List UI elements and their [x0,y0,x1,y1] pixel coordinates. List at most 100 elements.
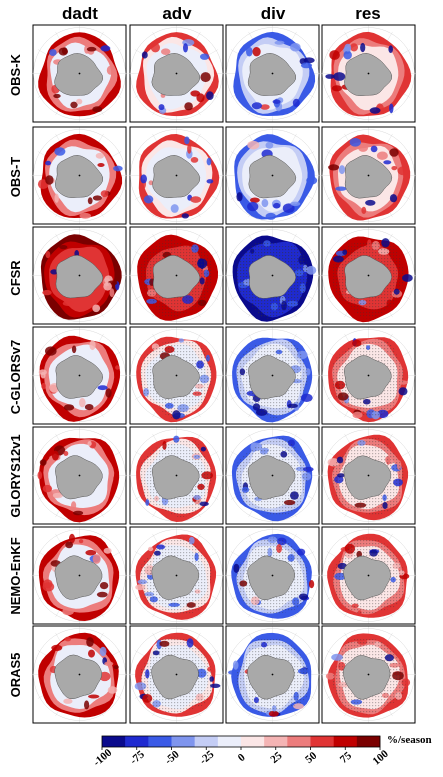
antarctica-landmass [152,355,200,399]
antarctica-landmass [247,555,295,601]
map-panel-obs-k-adv [128,24,225,123]
antarctica-landmass [54,53,104,96]
colorbar-segment [264,736,288,747]
antarctica-landmass [248,355,296,400]
south-pole-marker [78,574,81,577]
south-pole-marker [175,72,178,75]
colorbar-tick-label: -50 [163,748,182,767]
map-panel-glorys12v1-div [224,426,321,525]
colorbar-tick-label: 25 [268,749,285,766]
south-pole-marker [271,374,274,377]
antarctica-landmass [247,455,296,500]
antarctica-landmass [343,655,391,700]
map-panel-obs-t-res [320,126,417,225]
map-panel-cfsr-dadt [31,226,128,325]
map-panel-oras5-dadt [31,625,128,724]
colorbar-segment [148,736,172,747]
south-pole-marker [175,474,178,477]
colorbar-segment [125,736,149,747]
row-label-c-glorsv7: C-GLORSv7 [8,340,23,414]
colorbar-segment [333,736,358,747]
map-panel-glorys12v1-adv [128,426,225,525]
south-pole-marker [367,474,370,477]
south-pole-marker [367,673,370,676]
south-pole-marker [367,72,370,75]
panel-grid [31,24,417,724]
colorbar-segment [310,736,334,747]
antarctica-landmass [344,53,393,96]
column-title-dadt: dadt [62,4,98,23]
map-panel-obs-t-div [224,126,321,225]
map-panel-glorys12v1-dadt [31,426,128,525]
colorbar-segment [102,736,126,747]
map-panel-obs-k-dadt [31,24,128,123]
south-pole-marker [78,673,81,676]
map-panel-glorys12v1-res [320,426,417,525]
colorbar-segment [287,736,311,747]
antarctica-landmass [54,155,104,198]
antarctica-landmass [343,455,392,500]
south-pole-marker [367,274,370,277]
column-title-div: div [261,4,286,23]
colorbar-segment [194,736,219,747]
map-panel-obs-t-adv [128,126,225,225]
map-panel-nemo-enkf-res [320,526,417,625]
column-title-adv: adv [162,4,192,23]
colorbar-segment [171,736,195,747]
south-pole-marker [271,72,274,75]
map-panel-obs-k-div [224,24,321,123]
row-label-oras5: ORAS5 [8,653,23,698]
row-label-glorys12v1: GLORYS12v1 [8,434,23,517]
map-panel-oras5-adv [128,625,225,724]
colorbar-unit: %/season [387,734,432,746]
map-panel-c-glorsv7-dadt [31,326,128,425]
map-panel-oras5-div [224,625,321,724]
south-pole-marker [367,374,370,377]
colorbar-tick-label: -25 [197,748,216,767]
colorbar-tick-label: 0 [236,751,248,764]
antarctica-landmass [247,654,295,700]
antarctica-landmass [55,355,104,399]
antarctica-landmass [344,155,393,199]
map-panel-nemo-enkf-div [224,526,321,625]
antarctica-landmass [247,53,296,96]
south-pole-marker [175,274,178,277]
colorbar: -100 -75 -50 -25 0 25 50 75 100 [91,735,391,769]
south-pole-marker [367,574,370,577]
antarctica-landmass [343,555,391,601]
south-pole-marker [271,673,274,676]
row-label-cfsr: CFSR [8,260,23,296]
antarctica-landmass [344,255,392,299]
south-pole-marker [175,374,178,377]
map-panel-obs-k-res [320,24,417,123]
south-pole-marker [78,274,81,277]
antarctica-landmass [55,255,104,299]
antarctica-landmass [248,155,297,199]
map-panel-cfsr-res [320,226,417,325]
row-label-nemo-enkf: NEMO-EnKF [8,537,23,614]
map-panel-oras5-res [320,625,417,724]
antarctica-landmass [152,255,201,299]
antarctica-landmass [55,455,103,500]
south-pole-marker [271,474,274,477]
antarctica-landmass [343,355,392,400]
map-panel-c-glorsv7-res [320,326,417,425]
map-panel-c-glorsv7-div [224,326,321,425]
colorbar-tick-label: 75 [338,749,355,766]
south-pole-marker [78,474,81,477]
row-label-obs-t: OBS-T [8,157,23,198]
antarctica-landmass [248,255,297,299]
map-panel-obs-t-dadt [31,126,128,225]
antarctica-landmass [151,654,199,700]
south-pole-marker [175,174,178,177]
south-pole-marker [271,274,274,277]
south-pole-marker [271,574,274,577]
map-panel-cfsr-adv [128,226,225,325]
antarctica-landmass [152,155,201,199]
antarctica-landmass [151,53,200,96]
south-pole-marker [78,72,81,75]
colorbar-tick-label: -100 [91,746,115,768]
row-label-obs-k: OBS-K [8,53,23,96]
map-panel-nemo-enkf-dadt [31,526,128,625]
